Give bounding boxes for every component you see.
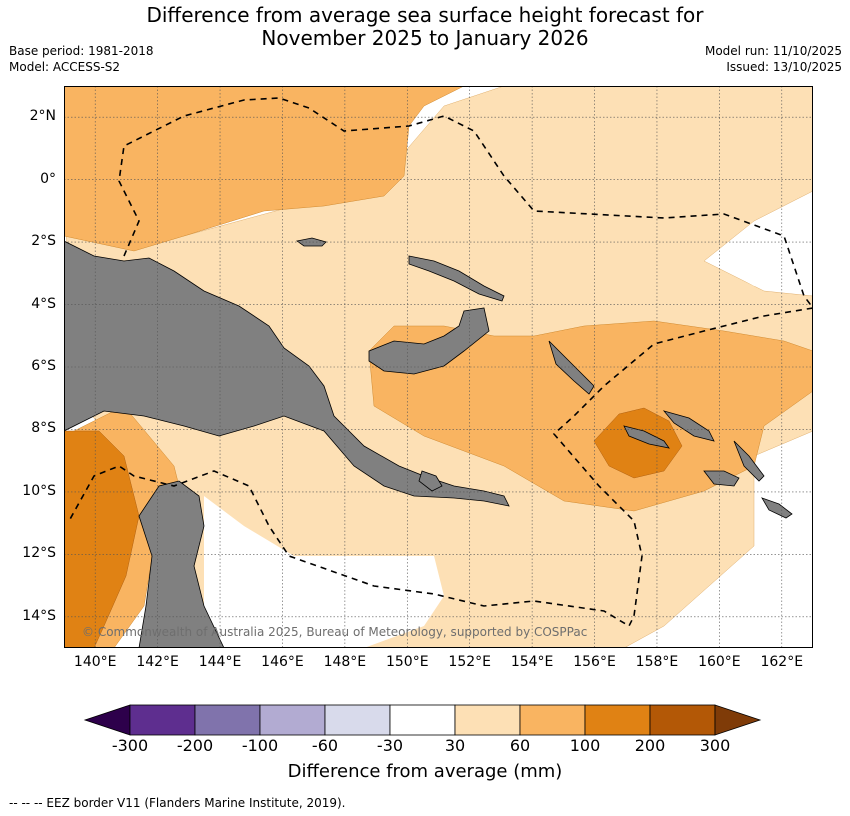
lon-tick-label: 146°E <box>261 654 304 670</box>
meta-right: Model run: 11/10/2025 Issued: 13/10/2025 <box>705 43 842 75</box>
forecast-map <box>64 86 813 648</box>
eez-legend-note: -- -- -- EEZ border V11 (Flanders Marine… <box>9 796 346 810</box>
colorbar-extend-high <box>714 704 762 736</box>
anomaly-band-100-200-west <box>64 430 140 648</box>
meta-left: Base period: 1981-2018 Model: ACCESS-S2 <box>9 43 154 75</box>
colorbar-segment <box>389 704 456 736</box>
land-manus <box>296 237 327 247</box>
lat-tick-label: 10°S <box>22 482 56 499</box>
lat-tick-label: 6°S <box>31 358 56 374</box>
map-gridlines <box>64 86 813 648</box>
lat-tick-label: 2°N <box>29 108 56 125</box>
lat-tick-label: 12°S <box>22 545 56 562</box>
land-solomon-3 <box>703 470 740 487</box>
colorbar-label: Difference from average (mm) <box>287 761 563 782</box>
map-frame <box>64 86 813 648</box>
lon-tick-label: 142°E <box>136 654 179 670</box>
colorbar-tick-label: -30 <box>376 736 404 755</box>
colorbar-tick-label: 100 <box>569 736 601 755</box>
colorbar-segment <box>519 704 586 736</box>
below-30-south <box>204 496 444 648</box>
lon-tick-label: 148°E <box>323 654 367 670</box>
colorbar-segment <box>649 704 716 736</box>
land-new-ireland <box>408 255 505 302</box>
lon-tick-label: 156°E <box>573 654 616 670</box>
land-solomon-1 <box>623 425 670 449</box>
land-solomon-5 <box>761 497 793 519</box>
colorbar-tick-label: 300 <box>699 736 731 755</box>
lat-tick-label: 8°S <box>31 420 56 437</box>
base-period-text: Base period: 1981-2018 <box>9 44 154 58</box>
page-title: Difference from average sea surface heig… <box>0 4 850 50</box>
colorbar-segments <box>83 704 762 736</box>
land-solomon-2 <box>662 410 715 442</box>
colorbar-segment <box>324 704 391 736</box>
title-line-1: Difference from average sea surface heig… <box>146 3 704 27</box>
colorbar-segment <box>129 704 196 736</box>
lon-tick-label: 162°E <box>760 654 804 670</box>
model-run-text: Model run: 11/10/2025 <box>704 44 842 58</box>
lat-tick-label: 0° <box>40 170 56 187</box>
model-text: Model: ACCESS-S2 <box>9 60 121 74</box>
lon-tick-label: 152°E <box>448 654 491 670</box>
colorbar-tick-label: -100 <box>241 736 279 755</box>
colorbar-segment <box>194 704 261 736</box>
colorbar <box>83 704 762 736</box>
colorbar-segment <box>454 704 521 736</box>
land-cape-york <box>138 480 225 648</box>
title-line-2: November 2025 to January 2026 <box>261 26 589 50</box>
land-dentrecasteaux <box>418 470 443 492</box>
lon-tick-label: 154°E <box>510 654 554 670</box>
below-30-east <box>709 196 813 294</box>
colorbar-tick-label: 60 <box>509 736 531 755</box>
land-new-britain <box>368 307 490 375</box>
colorbar-tick-label: 30 <box>444 736 466 755</box>
copyright-text: © Commonwealth of Australia 2025, Bureau… <box>82 625 588 639</box>
anomaly-band-60-100-central <box>368 320 813 512</box>
anomaly-band-100-200-central <box>593 407 683 479</box>
lat-tick-label: 2°S <box>31 233 56 250</box>
colorbar-tick-label: -300 <box>111 736 149 755</box>
lon-tick-label: 140°E <box>73 654 117 670</box>
colorbar-segment <box>259 704 326 736</box>
eez-border-png <box>68 97 813 628</box>
colorbar-tick-label: -60 <box>311 736 339 755</box>
land-solomon-4 <box>733 440 765 482</box>
land-new-guinea <box>64 240 510 507</box>
lon-tick-label: 160°E <box>698 654 741 670</box>
issued-text: Issued: 13/10/2025 <box>726 60 842 74</box>
colorbar-tick-label: -200 <box>176 736 214 755</box>
colorbar-tick-label: 200 <box>634 736 666 755</box>
colorbar-segment <box>584 704 651 736</box>
lon-tick-label: 158°E <box>635 654 679 670</box>
lat-tick-label: 14°S <box>22 607 56 624</box>
lon-tick-label: 144°E <box>198 654 242 670</box>
anomaly-band-60-100-north <box>64 86 465 252</box>
colorbar-extend-low <box>83 704 131 736</box>
lon-tick-label: 150°E <box>385 654 429 670</box>
lat-tick-label: 4°S <box>31 295 56 312</box>
